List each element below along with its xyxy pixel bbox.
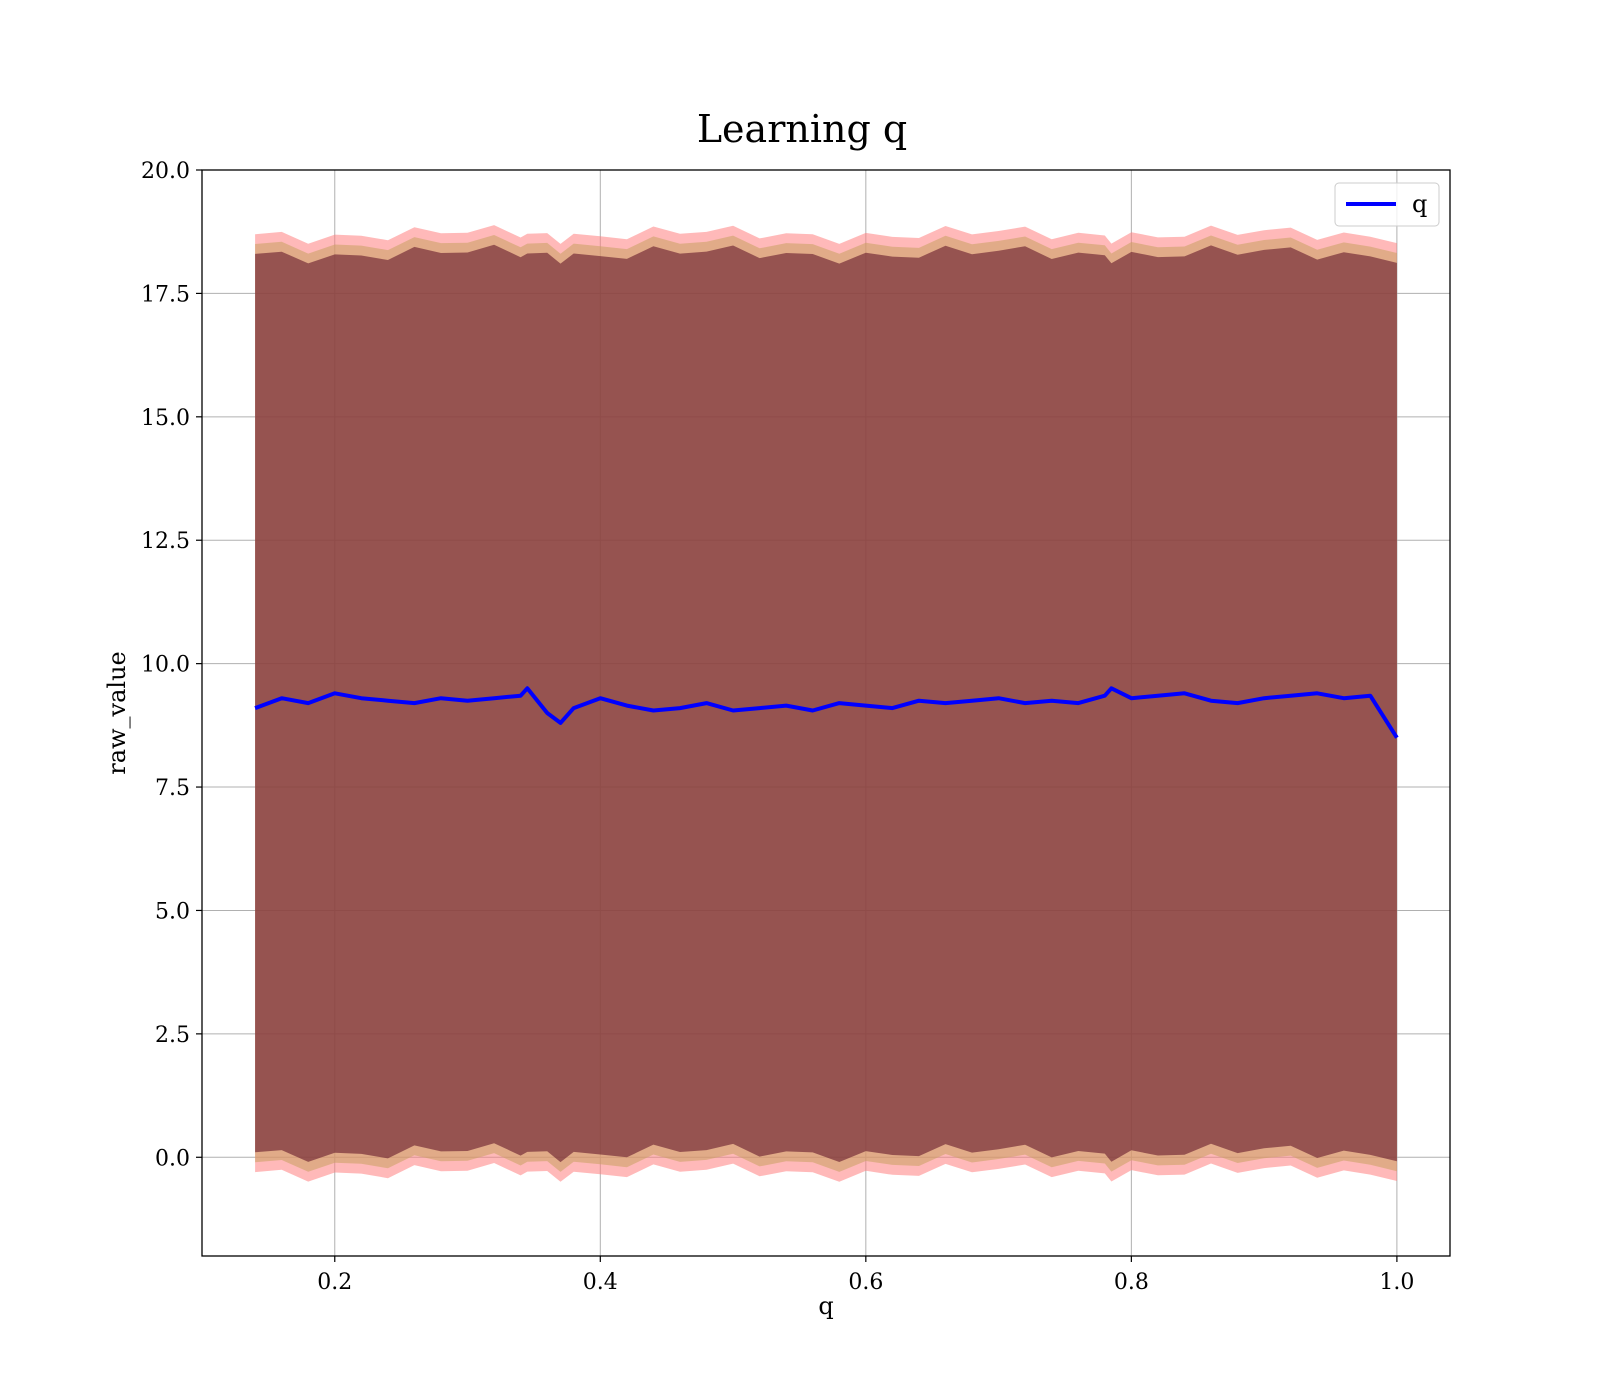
x-axis-ticks: 0.2 0.4 0.6 0.8 1.0 <box>317 1256 1414 1295</box>
x-tick-label-0: 0.2 <box>317 1270 352 1295</box>
series-lines <box>254 686 1399 739</box>
y-tick-label-3: 7.5 <box>155 776 190 801</box>
chart-title: Learning q <box>697 107 907 151</box>
x-tick-label-2: 0.6 <box>848 1270 883 1295</box>
y-tick-label-7: 17.5 <box>141 282 190 307</box>
x-tick-label-4: 1.0 <box>1379 1270 1414 1295</box>
x-tick-label-1: 0.4 <box>583 1270 618 1295</box>
legend-label: q <box>1412 190 1427 218</box>
band-inner <box>255 244 1397 1163</box>
y-tick-label-2: 5.0 <box>155 899 190 924</box>
confidence-bands <box>255 225 1397 1182</box>
legend: q <box>1334 182 1440 227</box>
series-line-q <box>254 686 1399 739</box>
x-tick-label-3: 0.8 <box>1114 1270 1149 1295</box>
x-axis-label: q <box>818 1292 833 1320</box>
y-tick-label-0: 0.0 <box>155 1146 190 1171</box>
y-axis-ticks: 0.0 2.5 5.0 7.5 10.0 12.5 15.0 17.5 20.0 <box>141 159 202 1171</box>
y-tick-label-5: 12.5 <box>141 529 190 554</box>
y-tick-label-8: 20.0 <box>141 159 190 184</box>
y-axis-label: raw_value <box>103 651 131 775</box>
y-tick-label-6: 15.0 <box>141 406 190 431</box>
plot-frame <box>201 169 1451 1257</box>
y-tick-label-4: 10.0 <box>141 653 190 678</box>
y-tick-label-1: 2.5 <box>155 1023 190 1048</box>
